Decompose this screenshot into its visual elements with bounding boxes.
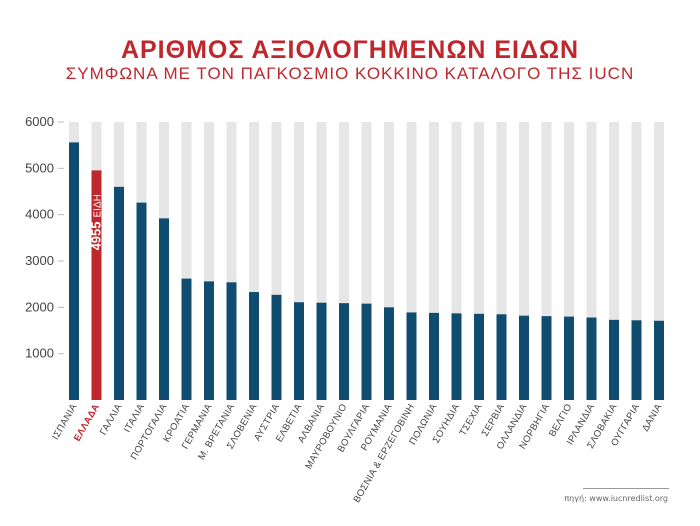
x-tick-label: ΓΑΛΛΙΑ xyxy=(98,402,125,437)
bar xyxy=(451,313,462,400)
bar-annotation: 4955 ΕΙΔΗ xyxy=(89,194,104,250)
bar xyxy=(226,282,237,400)
bar-track xyxy=(226,122,237,400)
bar-track xyxy=(204,122,214,400)
annotation-value: 4955 xyxy=(89,221,104,250)
bar xyxy=(654,320,664,400)
bar xyxy=(249,292,259,400)
source-note: πηγή: www.iucnredlist.org xyxy=(564,494,668,503)
bar-track xyxy=(564,122,574,400)
y-tick-label: 3000 xyxy=(25,253,54,268)
bar-track xyxy=(586,122,597,400)
bar-track xyxy=(384,122,394,400)
bar xyxy=(136,202,147,400)
y-tick-label: 4000 xyxy=(25,207,54,222)
bar-track xyxy=(609,122,619,400)
x-tick-label: ΔΑΝΙΑ xyxy=(640,402,665,434)
y-tick-label: 2000 xyxy=(25,299,54,314)
bar-track xyxy=(496,122,507,400)
bar-track xyxy=(181,122,192,400)
bar xyxy=(339,303,349,400)
bar-track xyxy=(316,122,327,400)
bar xyxy=(294,302,304,400)
bar xyxy=(496,314,507,400)
y-tick-label: 5000 xyxy=(25,160,54,175)
bar xyxy=(271,294,282,400)
bar-track xyxy=(631,122,642,400)
y-tick-label: 6000 xyxy=(25,114,54,129)
bar-track xyxy=(451,122,462,400)
bar-track xyxy=(519,122,529,400)
bar xyxy=(474,313,484,400)
bar-track xyxy=(249,122,259,400)
bar-track xyxy=(271,122,282,400)
bar xyxy=(429,312,439,400)
bar xyxy=(384,307,394,400)
bar xyxy=(406,312,417,400)
bar-track xyxy=(429,122,439,400)
bar xyxy=(519,315,529,400)
bar xyxy=(541,316,552,400)
bar-track xyxy=(474,122,484,400)
bar-track xyxy=(339,122,349,400)
chart-subtitle: ΣΥΜΦΩΝΑ ΜΕ ΤΟΝ ΠΑΓΚΟΣΜΙΟ ΚΟΚΚΙΝΟ ΚΑΤΑΛΟΓ… xyxy=(65,64,635,83)
source-divider xyxy=(583,488,669,489)
bar xyxy=(586,317,597,400)
bar-track xyxy=(406,122,417,400)
bar xyxy=(204,281,214,400)
bar-track xyxy=(361,122,372,400)
bar xyxy=(181,278,192,400)
bar xyxy=(361,303,372,400)
bar xyxy=(609,319,619,400)
bar xyxy=(564,316,574,400)
bar xyxy=(114,186,124,400)
chart-title: ΑΡΙΘΜΟΣ ΑΞΙΟΛΟΓΗΜΕΝΩΝ ΕΙΔΩΝ xyxy=(120,36,580,64)
bar xyxy=(159,218,169,400)
bar-track xyxy=(294,122,304,400)
bar-track xyxy=(654,122,664,400)
annotation-unit: ΕΙΔΗ xyxy=(92,194,103,217)
y-tick-label: 1000 xyxy=(25,346,54,361)
bar-highlight xyxy=(91,170,102,400)
bar-track xyxy=(541,122,552,400)
bar xyxy=(69,142,79,401)
bar xyxy=(631,320,642,400)
bar xyxy=(316,302,327,400)
